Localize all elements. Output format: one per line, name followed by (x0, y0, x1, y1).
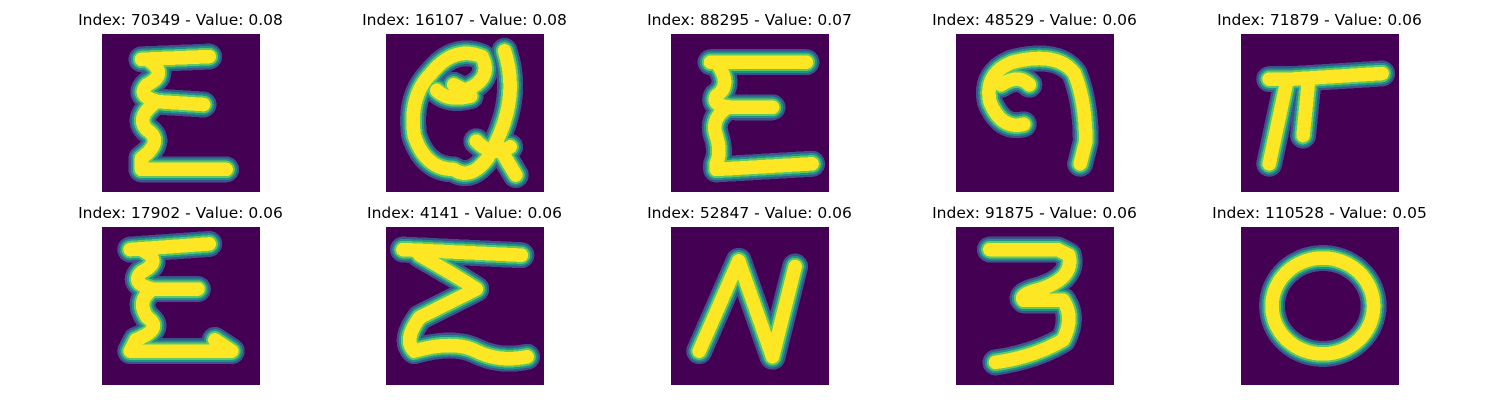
character-image (102, 34, 260, 192)
panel-title: Index: 17902 - Value: 0.06 (78, 204, 283, 222)
panel-title: Index: 16107 - Value: 0.08 (362, 11, 567, 29)
panel-1: Index: 70349 - Value: 0.08 (38, 10, 323, 200)
character-image (386, 227, 544, 385)
character-image (386, 34, 544, 192)
panel-6: Index: 17902 - Value: 0.06 (38, 203, 323, 393)
panel-title: Index: 52847 - Value: 0.06 (647, 204, 852, 222)
panel-9: Index: 91875 - Value: 0.06 (892, 203, 1177, 393)
character-image (671, 34, 829, 192)
character-image (102, 227, 260, 385)
panel-8: Index: 52847 - Value: 0.06 (607, 203, 892, 393)
panel-title: Index: 71879 - Value: 0.06 (1217, 11, 1422, 29)
character-image (956, 34, 1114, 192)
panel-title: Index: 91875 - Value: 0.06 (932, 204, 1137, 222)
character-image (956, 227, 1114, 385)
panel-4: Index: 48529 - Value: 0.06 (892, 10, 1177, 200)
panel-title: Index: 4141 - Value: 0.06 (367, 204, 562, 222)
character-image (1241, 227, 1399, 385)
panel-5: Index: 71879 - Value: 0.06 (1177, 10, 1462, 200)
panel-title: Index: 48529 - Value: 0.06 (932, 11, 1137, 29)
panel-2: Index: 16107 - Value: 0.08 (322, 10, 607, 200)
character-image (1241, 34, 1399, 192)
panel-3: Index: 88295 - Value: 0.07 (607, 10, 892, 200)
panel-title: Index: 88295 - Value: 0.07 (647, 11, 852, 29)
panel-7: Index: 4141 - Value: 0.06 (322, 203, 607, 393)
panel-title: Index: 110528 - Value: 0.05 (1212, 204, 1427, 222)
panel-title: Index: 70349 - Value: 0.08 (78, 11, 283, 29)
character-image (671, 227, 829, 385)
panel-10: Index: 110528 - Value: 0.05 (1177, 203, 1462, 393)
